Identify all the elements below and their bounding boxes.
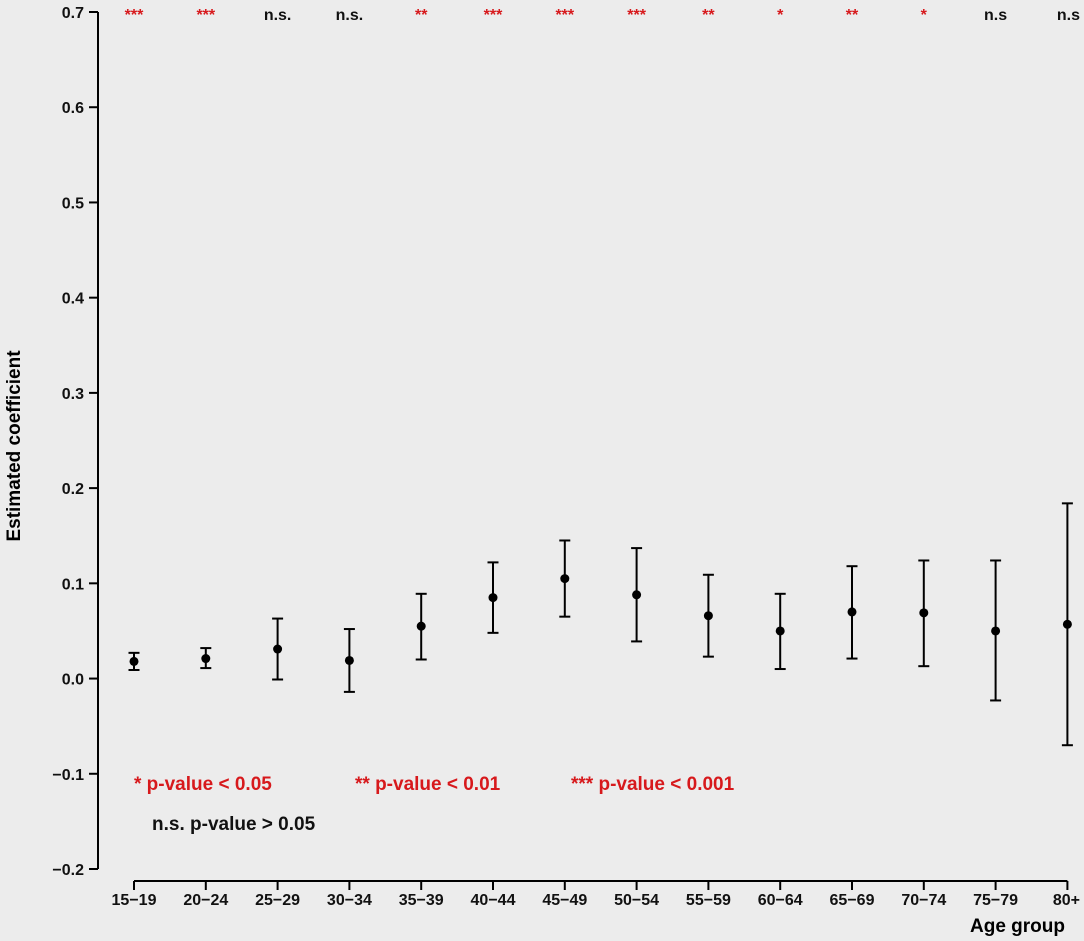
significance-label: *** [125,7,144,24]
y-tick-label: 0.2 [62,481,84,498]
y-tick-label: 0.7 [62,5,84,22]
x-tick-label: 25−29 [255,892,300,909]
x-tick-label: 70−74 [901,892,946,909]
y-tick-label: 0.6 [62,100,84,117]
data-point [344,655,354,665]
data-point [129,656,139,666]
x-tick-label: 75−79 [973,892,1018,909]
x-tick-label: 60−64 [758,892,803,909]
data-point [488,593,498,603]
x-axis: 15−19 20−24 25−29 30−34 35−39 40−44 45−49 50−54… [112,880,1080,909]
x-axis-title: Age group [970,916,1065,937]
data-point [775,626,785,636]
significance-label: * [777,7,784,24]
y-tick-label: 0.5 [62,195,84,212]
y-axis-title: Estimated coefficient [4,350,25,542]
significance-labels: *** *** n.s. n.s. ** *** *** *** ** * ** * n.s n.s [125,7,1080,24]
significance-label: ** [846,7,859,24]
y-tick-label: 0.1 [62,576,84,593]
y-tick-label: −0.1 [52,767,84,784]
significance-label: ** [702,7,715,24]
significance-label: n.s. [264,7,292,24]
significance-label: n.s. [336,7,364,24]
y-tick-label: 0.3 [62,386,84,403]
legend-entry: n.s. p-value > 0.05 [152,814,316,835]
data-point [632,590,642,600]
x-tick-label: 35−39 [399,892,444,909]
y-tick-label: 0.4 [62,291,84,308]
y-tick-label: −0.2 [52,862,84,879]
x-tick-label: 55−59 [686,892,731,909]
x-tick-label: 50−54 [614,892,659,909]
data-point [847,607,857,617]
data-point [703,611,713,621]
legend-entry: ** p-value < 0.01 [355,774,501,795]
data-point [273,644,283,654]
y-tick-label: 0.0 [62,672,84,689]
data-point [560,574,570,584]
significance-label: n.s [984,7,1007,24]
significance-label: * [921,7,928,24]
legend-entry: * p-value < 0.05 [134,774,272,795]
x-tick-label: 15−19 [112,892,157,909]
significance-label: *** [196,7,215,24]
data-point [991,626,1001,636]
significance-label: *** [555,7,574,24]
significance-label: n.s [1057,7,1080,24]
x-tick-label: 40−44 [471,892,516,909]
data-point [1062,619,1072,629]
legend: * p-value < 0.05 ** p-value < 0.01 *** p-v… [134,774,735,835]
point-estimates [129,574,1072,666]
x-tick-label: 30−34 [327,892,372,909]
data-point [416,621,426,631]
x-tick-label: 80+ [1053,892,1080,909]
significance-label: *** [627,7,646,24]
y-axis: −0.2 −0.1 0.0 0.1 0.2 0.3 0.4 0.5 0.6 0.7 [52,5,99,879]
x-tick-label: 65−69 [830,892,875,909]
data-point [201,654,211,664]
significance-label: ** [415,7,428,24]
data-point [919,608,929,618]
legend-entry: *** p-value < 0.001 [571,774,735,795]
x-tick-label: 45−49 [542,892,587,909]
x-tick-label: 20−24 [183,892,228,909]
significance-label: *** [484,7,503,24]
